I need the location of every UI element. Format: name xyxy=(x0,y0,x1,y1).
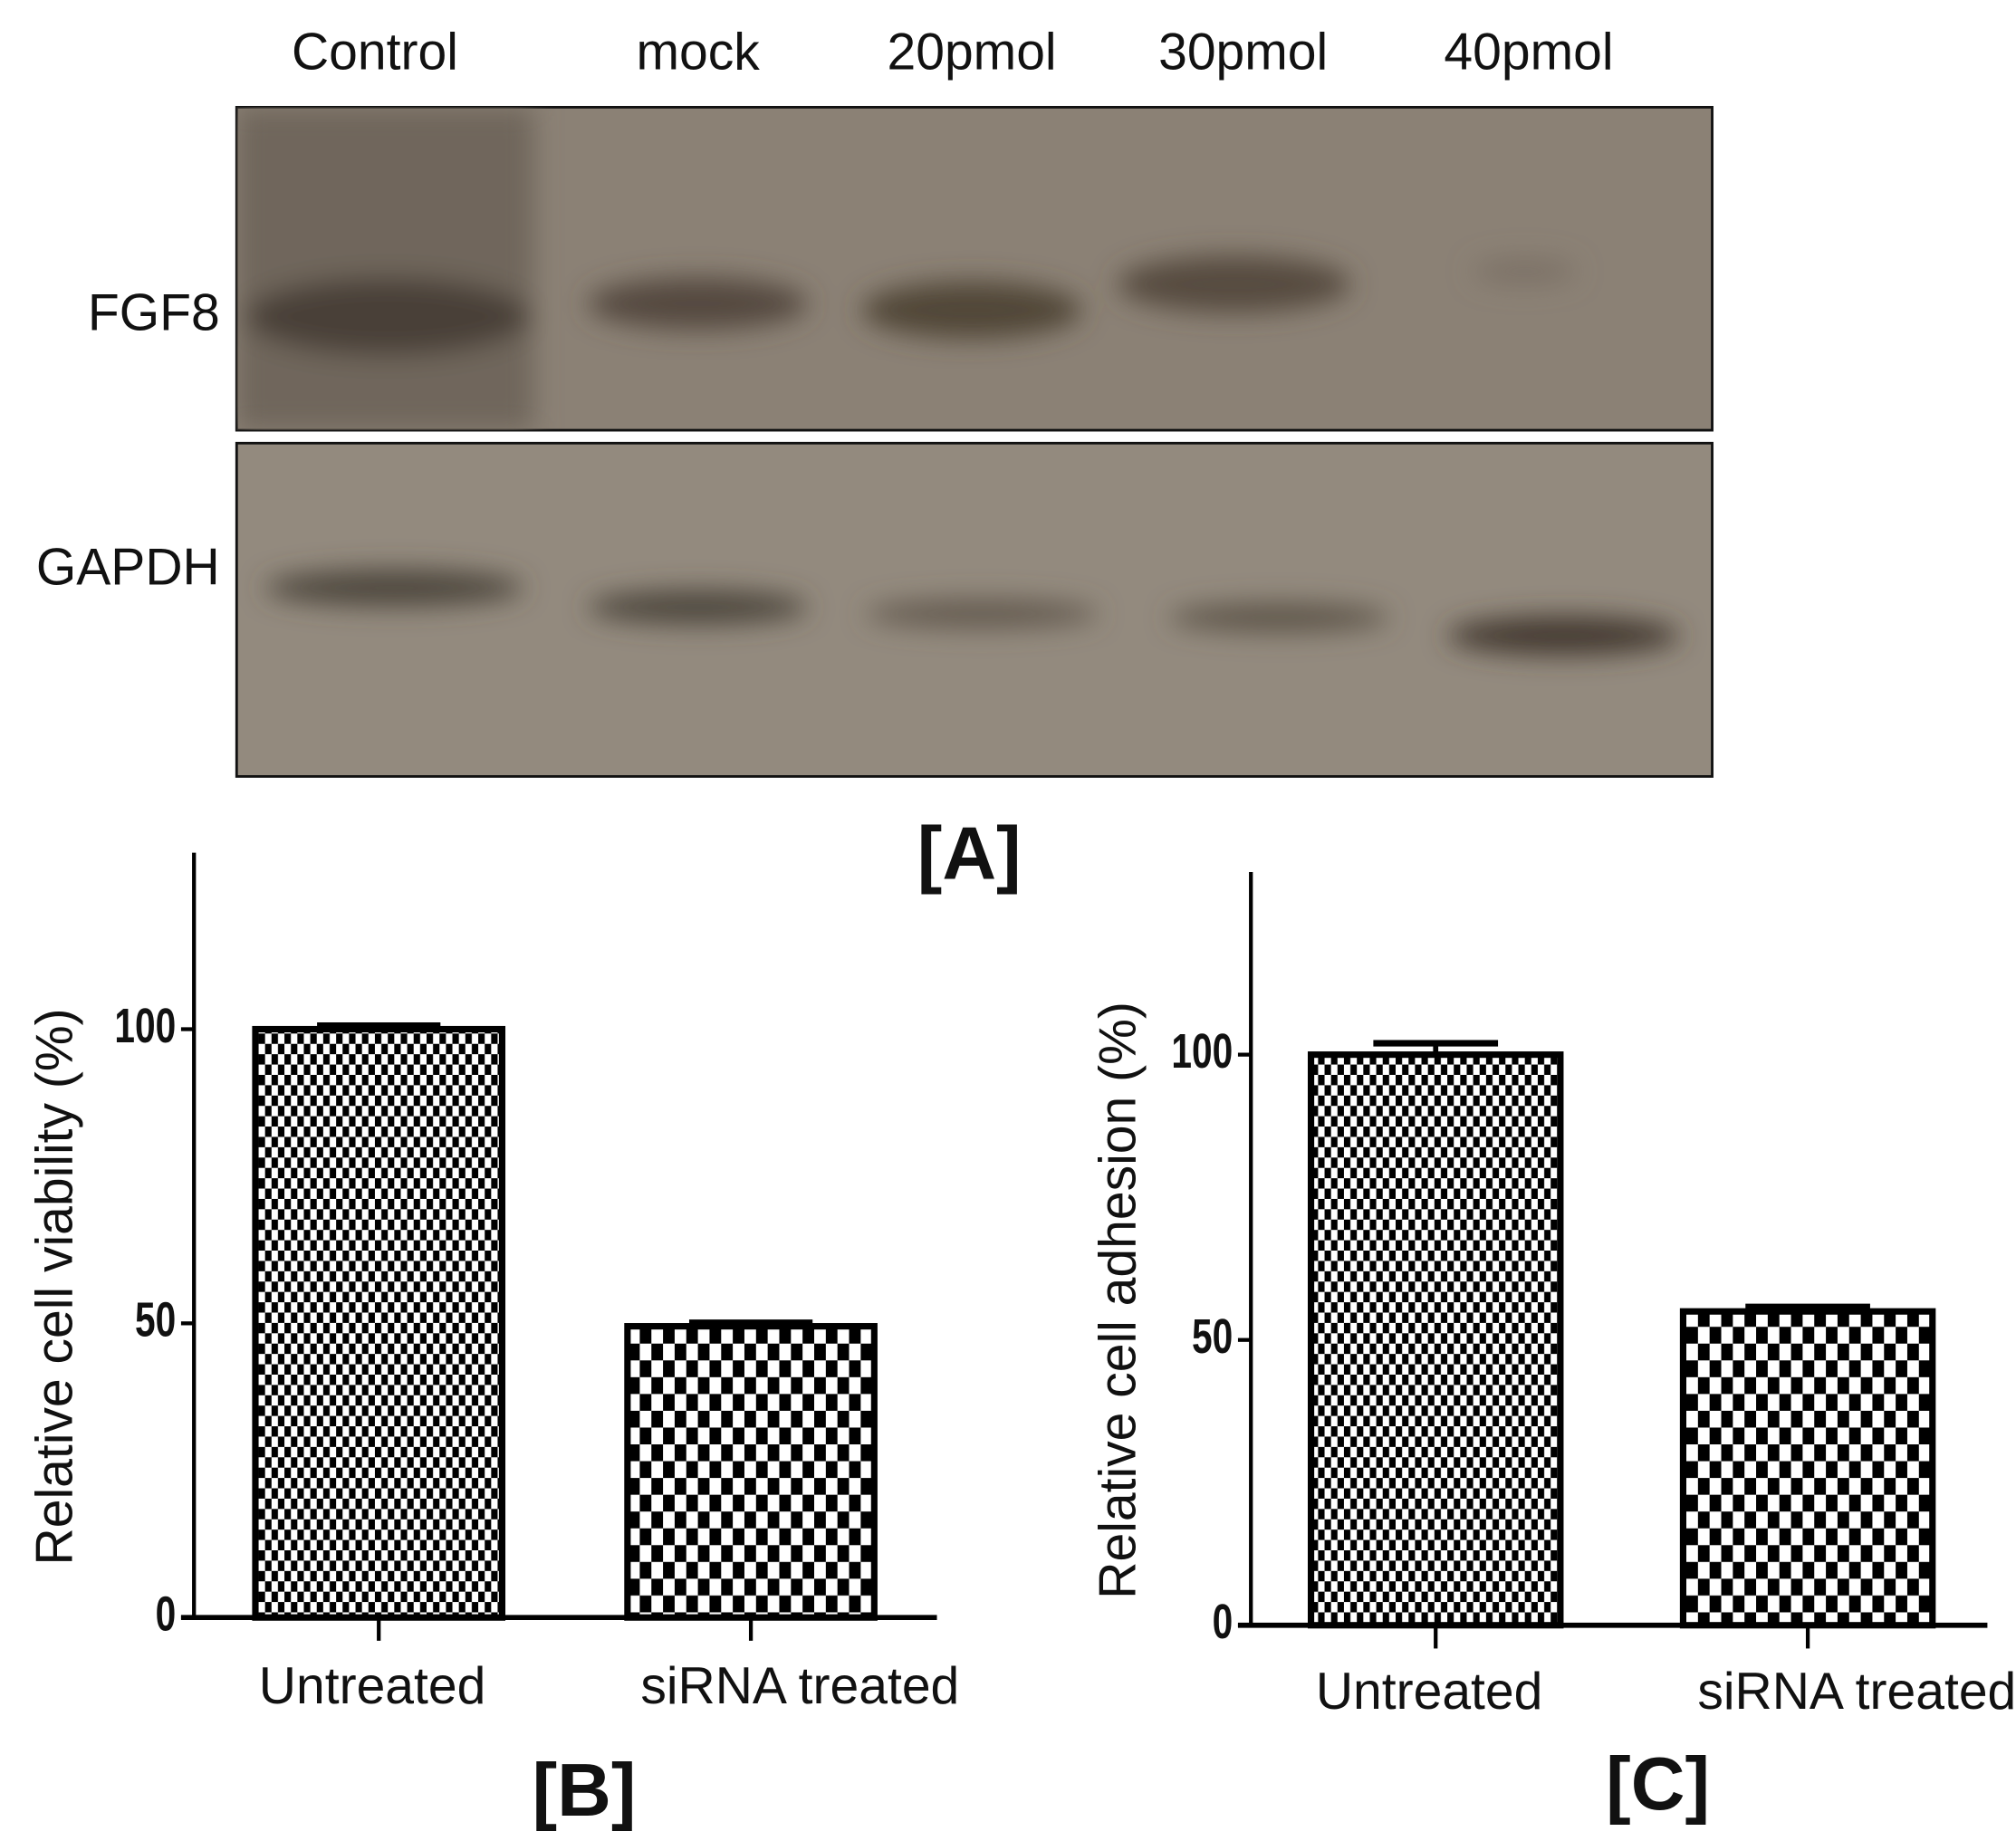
x-tick-label: siRNA treated xyxy=(1697,1663,2016,1721)
y-axis-label: Relative cell adhesion (%) xyxy=(1090,1002,1147,1599)
panel-caption: [B] xyxy=(533,1748,637,1832)
lane-label: mock xyxy=(636,23,760,81)
bar xyxy=(1307,1051,1564,1629)
y-tick-label: 100 xyxy=(114,999,176,1053)
blot-panel: Control mock 20pmol 30pmol 40pmol FGF8 G… xyxy=(36,23,1714,896)
lane-label: 30pmol xyxy=(1158,23,1328,81)
lane-label: Control xyxy=(292,23,458,81)
row-label: GAPDH xyxy=(36,539,220,597)
chart: 0 50 100 Relative cell viability (%) [B] Untr… xyxy=(25,852,959,1832)
x-tick-label: Untreated xyxy=(259,1657,486,1715)
chart: 0 50 100 Relative cell adhesion (%) [C] Untre… xyxy=(1090,872,2016,1826)
y-tick-label: 50 xyxy=(135,1293,176,1347)
y-axis-label: Relative cell viability (%) xyxy=(25,1008,83,1565)
bar xyxy=(624,1323,878,1621)
y-tick-label: 0 xyxy=(156,1587,177,1642)
panel-caption: [C] xyxy=(1606,1741,1710,1826)
lane-label: 40pmol xyxy=(1444,23,1613,81)
y-tick-label: 0 xyxy=(1213,1596,1234,1650)
y-tick-label: 50 xyxy=(1192,1309,1233,1364)
bar xyxy=(252,1025,506,1621)
bands xyxy=(236,107,1577,431)
x-tick-label: Untreated xyxy=(1316,1663,1543,1721)
panel-caption: [A] xyxy=(917,811,1022,896)
x-tick-label: siRNA treated xyxy=(640,1657,959,1715)
row-label: FGF8 xyxy=(88,284,220,342)
y-tick-label: 100 xyxy=(1171,1024,1233,1079)
bands xyxy=(264,570,1680,656)
bar xyxy=(1679,1308,1936,1629)
lane-label: 20pmol xyxy=(887,23,1056,81)
